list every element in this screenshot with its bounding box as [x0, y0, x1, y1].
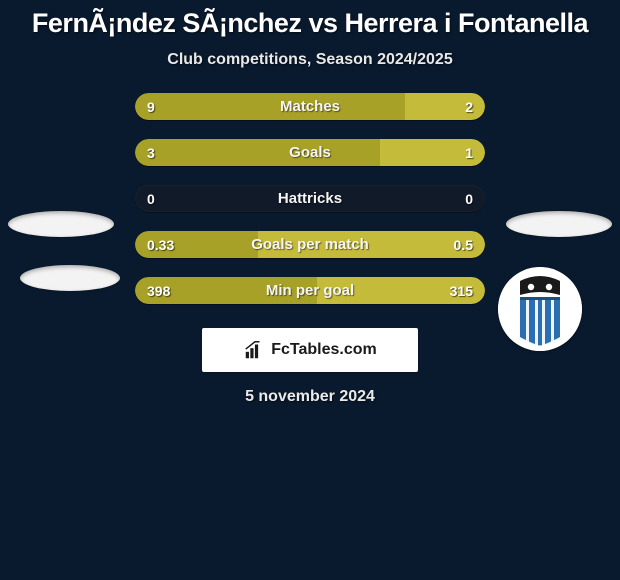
bar-chart-icon	[243, 339, 265, 361]
attribution-badge: FcTables.com	[202, 328, 418, 372]
stat-row: Hattricks0 0	[135, 185, 485, 212]
player-right-avatar-1	[506, 211, 612, 237]
page-title: FernÃ¡ndez SÃ¡nchez vs Herrera i Fontane…	[0, 0, 620, 45]
stat-fill-left	[135, 139, 380, 166]
stat-fill-right	[405, 93, 486, 120]
stat-fill-left	[135, 277, 317, 304]
player-left-avatar-1	[8, 211, 114, 237]
stat-label: Hattricks	[135, 185, 485, 212]
comparison-stage: Matches92 Goals31 Hattricks0 0 Goals per mat…	[0, 87, 620, 304]
attribution-text: FcTables.com	[271, 341, 377, 359]
stat-fill-left	[135, 231, 258, 258]
page-subtitle: Club competitions, Season 2024/2025	[0, 45, 620, 87]
club-badge-right	[498, 267, 582, 351]
stat-fill-left	[135, 93, 405, 120]
player-left-avatar-2	[20, 265, 120, 291]
stat-fill-right	[258, 231, 486, 258]
stat-row: Goals31	[135, 139, 485, 166]
stat-value-left: 0	[147, 185, 155, 212]
stat-fill-right	[380, 139, 485, 166]
snapshot-date: 5 november 2024	[0, 372, 620, 406]
stat-value-right: 0	[465, 185, 473, 212]
stat-row: Matches92	[135, 93, 485, 120]
stat-row: Min per goal398315	[135, 277, 485, 304]
club-badge-icon	[498, 267, 582, 351]
stat-row: Goals per match0.330.5	[135, 231, 485, 258]
stat-fill-right	[317, 277, 485, 304]
